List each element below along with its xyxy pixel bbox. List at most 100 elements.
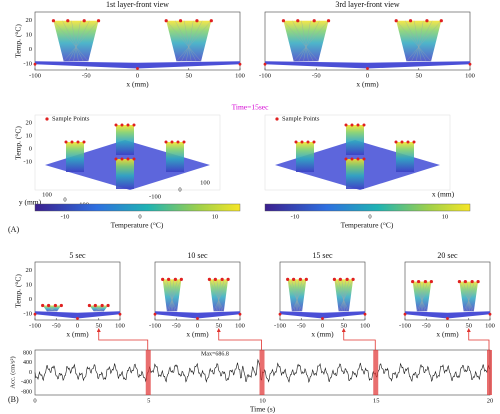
mesh-line — [291, 279, 301, 312]
mesh-line — [466, 281, 470, 312]
legend-marker — [275, 117, 279, 121]
sample-point — [423, 279, 427, 284]
mesh-line — [405, 20, 427, 62]
sample-point — [362, 157, 366, 161]
sample-point — [326, 19, 331, 23]
y-tick-label: 0 — [29, 46, 32, 53]
y-tick-label: -10 — [23, 311, 32, 318]
mesh-line — [416, 281, 426, 312]
mesh-line — [184, 20, 192, 62]
sample-point — [167, 277, 171, 281]
sample-point — [394, 19, 398, 23]
mesh-line — [209, 279, 224, 312]
plot-title: 10 sec — [187, 251, 208, 260]
sample-point — [298, 277, 302, 281]
mesh-line — [49, 305, 54, 312]
x-tick-label: 5 — [147, 397, 150, 404]
mesh-line — [293, 279, 303, 312]
time-marker — [259, 350, 265, 395]
x-axis-label: x (mm) — [311, 330, 334, 339]
tower — [412, 281, 432, 312]
mesh-line — [162, 279, 178, 312]
sample-point — [126, 123, 130, 127]
x-tick-label: 50 — [416, 72, 423, 79]
x-axis-label: x (mm) — [436, 330, 459, 339]
y-tick-label: 0 — [29, 370, 32, 376]
y-tick-label: 0 — [63, 196, 66, 203]
sample-point — [164, 140, 168, 144]
sample-point — [87, 303, 91, 308]
sample-point — [350, 157, 354, 161]
base-surface — [35, 311, 120, 319]
plot-title: 20 sec — [437, 251, 458, 260]
sample-point — [161, 277, 165, 281]
x-tick-label: 100 — [235, 72, 245, 79]
mesh-line — [292, 20, 314, 62]
mesh-line — [93, 305, 109, 312]
sample-point — [394, 140, 398, 144]
y-tick-label: 0 — [29, 296, 32, 303]
sample-point — [164, 19, 168, 23]
sample-point — [366, 67, 369, 70]
sample-point — [136, 67, 139, 70]
sample-point — [238, 62, 242, 66]
x-tick-label: -50 — [297, 322, 306, 329]
colorbar-tick-label: -10 — [291, 213, 300, 220]
mesh-line — [412, 281, 428, 312]
tower — [116, 125, 134, 155]
sample-point — [332, 277, 336, 281]
legend-label: Sample Points — [282, 115, 320, 122]
legend-label: Sample Points — [52, 115, 90, 122]
sample-point — [429, 279, 433, 284]
base-surface — [405, 311, 490, 319]
sample-point — [226, 277, 230, 281]
sample-point — [59, 303, 63, 308]
mesh-line — [166, 279, 182, 312]
tower — [116, 159, 134, 189]
sample-point — [278, 312, 282, 316]
mesh-line — [396, 20, 432, 62]
sample-point — [170, 140, 174, 144]
colorbar — [264, 203, 471, 212]
sample-point — [470, 279, 474, 284]
sample-point — [195, 19, 199, 23]
mesh-line — [181, 20, 203, 62]
sample-point — [100, 303, 104, 308]
sample-point — [64, 140, 68, 144]
sample-point — [196, 317, 199, 320]
x-tick-label: -100 — [399, 322, 411, 329]
time-marker — [373, 350, 379, 395]
sample-point — [153, 312, 157, 316]
tower — [53, 20, 99, 62]
mesh-line — [416, 281, 432, 312]
sample-point — [114, 123, 118, 127]
sample-point — [106, 303, 110, 308]
sample-point — [338, 277, 342, 281]
mesh-line — [42, 305, 58, 312]
arrow — [466, 328, 490, 350]
mesh-line — [169, 279, 174, 312]
sample-point — [179, 277, 183, 281]
x-tick-label: 50 — [96, 322, 103, 329]
x-tick-label: 0 — [76, 322, 79, 329]
x-tick-label: -50 — [422, 322, 431, 329]
sample-point — [66, 19, 70, 23]
sample-point — [439, 19, 443, 23]
sample-point — [356, 123, 360, 127]
sample-point — [33, 312, 37, 316]
x-tick-label: 0 — [178, 186, 181, 193]
tower — [209, 279, 229, 312]
colorbar-label: Temperature (°C) — [111, 221, 164, 230]
mesh-line — [217, 279, 221, 312]
y-tick-label: 800 — [23, 350, 32, 356]
mesh-line — [176, 20, 212, 62]
sample-point — [406, 140, 410, 144]
colorbar-label: Temperature (°C) — [341, 221, 394, 230]
mesh-line — [291, 279, 307, 312]
sample-point — [176, 140, 180, 144]
mesh-line — [418, 281, 428, 312]
mesh-line — [303, 20, 311, 62]
x-tick-label: 100 — [465, 72, 475, 79]
mesh-line — [213, 279, 229, 312]
mesh-line — [414, 20, 422, 62]
